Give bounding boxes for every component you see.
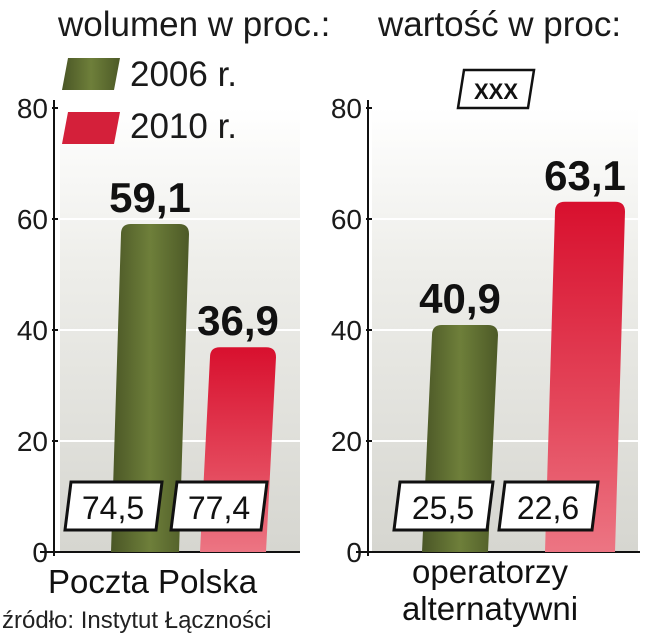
- legend: 2006 r. 2010 r.: [62, 55, 237, 146]
- category-poczta-polska: Poczta Polska: [48, 563, 258, 600]
- source-note: źródło: Instytut Łączności: [2, 607, 271, 634]
- left-chart-title: wolumen w proc.:: [57, 5, 330, 44]
- y-tick-label: 80: [17, 93, 48, 124]
- y-tick-label: 80: [331, 93, 362, 124]
- y-tick-label: 60: [17, 204, 48, 235]
- lower-label-operatorzy-2006: 25,5: [412, 490, 474, 526]
- legend-swatch-2006: [62, 58, 120, 90]
- value-label-operatorzy-2006: 40,9: [419, 275, 501, 322]
- lower-badge-operatorzy-2010: 22,6: [497, 480, 600, 532]
- lower-label-operatorzy-2010: 22,6: [517, 490, 579, 526]
- y-tick-label: 40: [331, 315, 362, 346]
- value-label-operatorzy-2010: 63,1: [544, 152, 626, 199]
- category-operatorzy-line1: operatorzy: [412, 553, 568, 590]
- legend-swatch-2010: [62, 112, 120, 144]
- xxx-badge-label: XXX: [474, 79, 518, 104]
- xxx-badge: [456, 68, 536, 110]
- lower-badge-poczta-2010: 77,4: [169, 480, 269, 532]
- bar-operatorzy-2010: [545, 201, 625, 553]
- right-chart-title: wartość w proc:: [377, 5, 621, 44]
- value-label-poczta-2010: 36,9: [197, 297, 279, 344]
- lower-badge-operatorzy-2006: 25,5: [392, 480, 495, 532]
- y-tick-label: 20: [17, 426, 48, 457]
- legend-label-2006: 2006 r.: [130, 55, 237, 94]
- y-tick-label: 60: [331, 204, 362, 235]
- value-label-poczta-2006: 59,1: [109, 174, 191, 221]
- lower-badge-poczta-2006: 74,5: [63, 480, 164, 532]
- legend-label-2010: 2010 r.: [130, 107, 237, 146]
- lower-label-poczta-2010: 77,4: [188, 490, 250, 526]
- bar-poczta-2006: [111, 223, 189, 552]
- lower-label-poczta-2006: 74,5: [82, 490, 144, 526]
- y-tick-label: 0: [346, 537, 362, 568]
- y-tick-label: 40: [17, 315, 48, 346]
- y-tick-label: 20: [331, 426, 362, 457]
- y-ticks-right: 80 60 40 20 0: [331, 93, 372, 568]
- category-operatorzy-line2: alternatywni: [402, 590, 578, 627]
